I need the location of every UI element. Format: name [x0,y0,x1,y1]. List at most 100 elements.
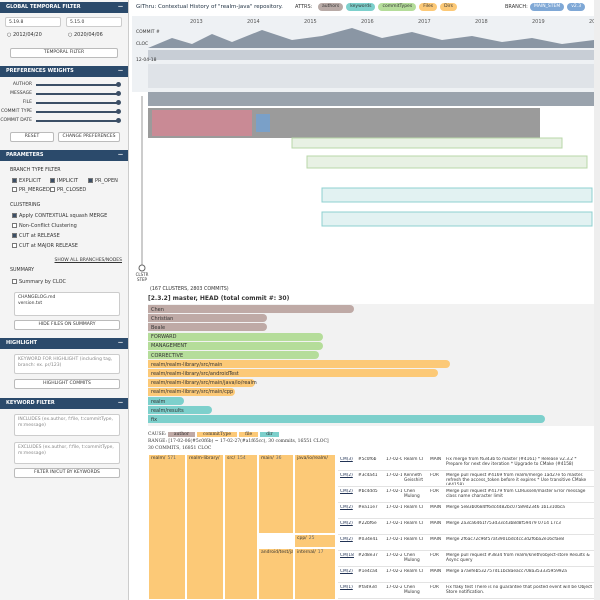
commit-row[interactable]: CM(1) #fa493d 17-02-21Chen Mulong FOR Fix fl… [338,583,594,599]
checkbox[interactable]: EXPLICIT [12,178,41,184]
text: PR_OPEN [95,178,118,184]
attr-chip[interactable]: Files [419,3,438,11]
attr-chip[interactable]: Dirs [440,3,457,11]
bar-label: realm/realm-library/src/main [151,361,223,368]
date-radio[interactable]: ○ 2012/04/20 [7,32,42,38]
bar [148,341,323,350]
checkbox[interactable]: IMPLICIT [50,178,78,184]
commit-row[interactable]: CM(2) #bc4dd5 17-02-10Chen Mulong FOR Merge … [338,487,594,503]
cell-name: android/test/ja [261,550,294,555]
button[interactable]: TEMPORAL FILTER [10,48,118,58]
slider-handle[interactable] [116,109,121,114]
bar-label: realm/realm-library/src/main/java/io/rea… [151,380,257,387]
checkbox[interactable]: CUT at MAJOR RELEASE [12,243,78,249]
cell: 17-02-21 [386,585,402,590]
cell: Realm CI [404,569,424,574]
slider-track [36,102,118,104]
cell: Realm CI [404,521,424,526]
treemap-cell: cpp/25 [294,534,336,548]
attr-chip[interactable]: commitTypes [378,3,417,11]
checkbox[interactable]: Summary by CLOC [12,279,66,285]
button[interactable]: HIDE FILES ON SUMMARY [14,320,120,330]
date-radio[interactable]: ○ 2020/04/06 [68,32,103,38]
bar-label: realm/realm-library/src/main/cpp [151,389,234,396]
checkbox[interactable]: PR_CLOSED [50,187,86,193]
checkbox[interactable]: Non-Conflict Clustering [12,223,77,229]
branch-chip[interactable]: MAIN_STEM [530,3,565,11]
cause: commitType [196,432,238,437]
commit-row[interactable]: CM(2) #1e4ca4 17-02-20Realm CI MAIN Merge a7… [338,567,594,583]
checkbox[interactable]: CUT at RELEASE [12,233,60,239]
year-axis: 2013 2014 2015 2016 2017 2018 2019 2020 [190,19,594,25]
commit-row[interactable]: CM(3) #5c0f6b 17-02-06Realm CI MAIN Fix merg… [338,455,594,471]
slider-handle[interactable] [116,82,121,87]
branch-chip[interactable]: v2.3 [567,3,586,11]
slider-handle[interactable] [116,100,121,105]
checkbox[interactable]: PR_OPEN [88,178,118,184]
cell: FOR [430,585,439,590]
commit-row[interactable]: CM(2) #ea11e7 17-02-16Realm CI MAIN Merge 5e… [338,503,594,519]
text: PR_CLOSED [57,187,87,193]
scrollbar[interactable] [594,0,600,600]
release-select[interactable]: 5.19.8 [5,17,61,27]
cell: 17-02-20 [386,569,402,574]
button[interactable]: RESET [10,132,54,142]
cell: #fa493d [358,585,377,590]
cell: Merge a7aefeb532757d11bc8aeacc708a353335… [446,569,567,574]
cell: 17-02-16 [386,521,402,526]
cell: Fix flaky test There is no guarantee tha… [446,585,593,595]
cell-name: main/ [261,456,274,461]
slider-track [36,93,118,95]
input[interactable]: KEYWORD FOR HIGHLIGHT (including tag, br… [14,354,120,374]
bar [148,305,355,313]
checkbox[interactable]: Apply CONTEXTUAL squash MERGE [12,213,107,219]
cell: Realm CI [404,537,424,542]
release-select[interactable]: 5.15.0 [66,17,122,27]
textarea[interactable]: CHANGELOG.md version.txt [14,292,120,316]
cell-name: src/ [227,456,236,461]
cell-count: 25 [308,536,315,541]
cell: 17-02-06 [386,457,402,462]
branch [306,155,588,169]
box [12,187,17,192]
weight-label: COMMIT TYPE [0,109,32,114]
slider-handle[interactable] [116,91,121,96]
cell-name: internal/ [297,550,316,555]
slider-handle[interactable] [116,118,121,123]
cell: 17-02-10 [386,473,402,478]
cell: Fix merge from f6343b to master (#4161) … [446,457,577,467]
link[interactable]: SHOW ALL BRANCHES/NODES [54,258,122,263]
cell-count: 571 [167,456,177,461]
button[interactable]: FILTER IN/CUT BY KEYWORDS [14,468,120,478]
text: version.txt [18,301,43,306]
attr-chip[interactable]: keywords [346,3,376,11]
cause: file [239,432,259,437]
checkbox[interactable]: PR_MERGED [12,187,50,193]
step-handle[interactable] [138,264,146,272]
panel-header: KEYWORD FILTER [0,398,128,409]
bar [148,387,236,396]
commit-row[interactable]: CM(2) #3c4a41 17-02-10Kenneth Geisshirt FOR… [338,471,594,487]
commit-row[interactable]: CM(183) #2d8e37 17-02-20Chen Mulong FOR Merg… [338,551,594,567]
button[interactable]: CHANGE PREFERENCES [58,132,120,142]
bar-label: realm/realm-library/src/androidTest [151,370,239,377]
cell: CM(2) [340,473,353,478]
box [12,178,17,183]
commit-row[interactable]: CM(2) #034e41 17-02-16Realm CI MAIN Merge 2f… [338,535,594,551]
label: BRANCH: [505,4,528,10]
bar-label: Christian [151,315,174,322]
cell: FOR [430,489,439,494]
bar [148,378,256,387]
commit-row[interactable]: CM(2) #22bf6e 17-02-16Realm CI MAIN Merge 2a… [338,519,594,535]
label: 12-04-18 [136,58,157,63]
input[interactable]: INCLUDES (ex.author, f:file, t:commitTyp… [14,414,120,436]
attr-chip[interactable]: authors [318,3,344,11]
label: CLSTR STEP [135,272,149,282]
button[interactable]: HIGHLIGHT COMMITS [14,379,120,389]
bar-label: realm [151,398,166,405]
input[interactable]: EXCLUDES (ex.author, f:file, t:commitTyp… [14,442,120,464]
cell: Chen Mulong [404,585,420,595]
cell: CM(2) [340,489,353,494]
year-label: 2020 [589,19,594,25]
